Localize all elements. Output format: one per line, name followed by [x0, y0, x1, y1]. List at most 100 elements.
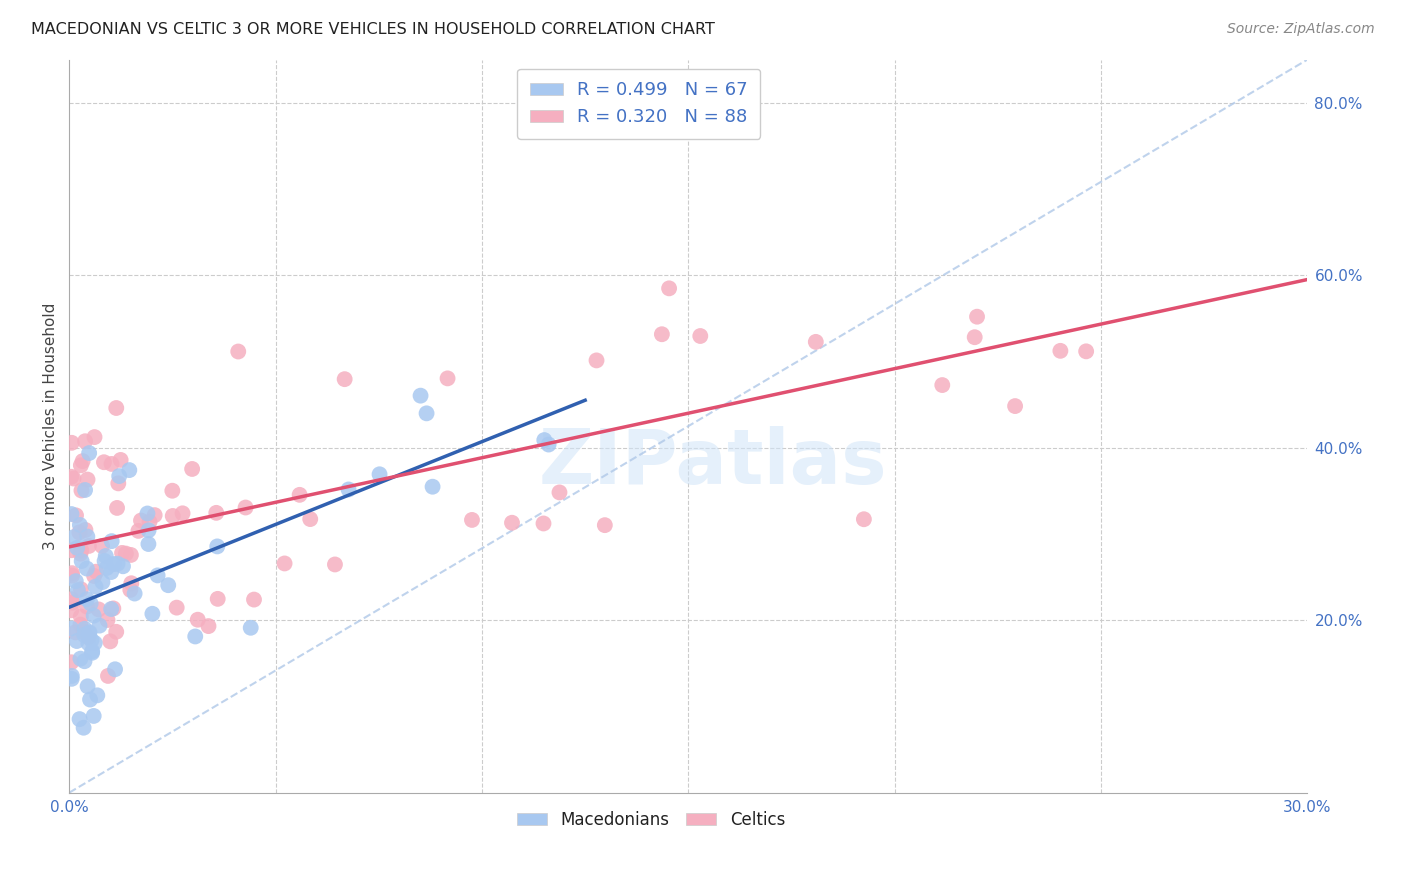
- Point: [143, 508, 166, 522]
- Point: [69, 651, 91, 665]
- Point: [537, 437, 560, 451]
- Point: [138, 515, 160, 529]
- Point: [103, 557, 125, 571]
- Point: [72, 721, 94, 735]
- Point: [73, 654, 96, 668]
- Point: [77, 446, 100, 460]
- Point: [83, 430, 105, 444]
- Point: [120, 548, 142, 562]
- Point: [689, 329, 711, 343]
- Point: [87, 602, 110, 616]
- Point: [75, 483, 97, 497]
- Point: [299, 512, 322, 526]
- Point: [533, 433, 555, 447]
- Point: [91, 575, 114, 590]
- Point: [84, 580, 107, 594]
- Point: [77, 539, 100, 553]
- Point: [83, 709, 105, 723]
- Point: [69, 609, 91, 624]
- Text: ZIPatlas: ZIPatlas: [538, 425, 887, 500]
- Point: [70, 458, 93, 473]
- Point: [235, 500, 257, 515]
- Point: [93, 554, 115, 568]
- Point: [273, 557, 295, 571]
- Point: [852, 512, 875, 526]
- Point: [79, 692, 101, 706]
- Point: [77, 630, 100, 644]
- Point: [593, 518, 616, 533]
- Point: [658, 281, 681, 295]
- Point: [100, 534, 122, 549]
- Point: [72, 454, 94, 468]
- Point: [105, 500, 128, 515]
- Legend: Macedonians, Celtics: Macedonians, Celtics: [510, 805, 792, 836]
- Point: [60, 568, 83, 582]
- Point: [1076, 344, 1098, 359]
- Point: [100, 565, 122, 579]
- Point: [60, 435, 83, 450]
- Point: [226, 344, 249, 359]
- Point: [207, 540, 229, 554]
- Point: [66, 541, 89, 555]
- Point: [69, 547, 91, 561]
- Point: [323, 558, 346, 572]
- Point: [205, 506, 228, 520]
- Point: [70, 554, 93, 568]
- Point: [966, 310, 988, 324]
- Point: [70, 582, 93, 597]
- Point: [80, 633, 103, 648]
- Point: [436, 371, 458, 385]
- Point: [931, 378, 953, 392]
- Point: [76, 530, 98, 544]
- Text: MACEDONIAN VS CELTIC 3 OR MORE VEHICLES IN HOUSEHOLD CORRELATION CHART: MACEDONIAN VS CELTIC 3 OR MORE VEHICLES …: [31, 22, 714, 37]
- Point: [76, 679, 98, 693]
- Point: [120, 576, 142, 591]
- Point: [96, 613, 118, 627]
- Point: [73, 622, 96, 636]
- Point: [77, 636, 100, 650]
- Point: [97, 669, 120, 683]
- Point: [422, 480, 444, 494]
- Point: [60, 603, 83, 617]
- Point: [69, 712, 91, 726]
- Point: [73, 628, 96, 642]
- Point: [60, 672, 83, 686]
- Point: [60, 543, 83, 558]
- Point: [65, 508, 87, 523]
- Point: [368, 467, 391, 482]
- Point: [105, 624, 128, 639]
- Point: [146, 568, 169, 582]
- Point: [105, 401, 128, 415]
- Point: [65, 625, 87, 640]
- Point: [104, 662, 127, 676]
- Point: [129, 514, 152, 528]
- Point: [333, 372, 356, 386]
- Point: [288, 488, 311, 502]
- Point: [107, 557, 129, 571]
- Point: [548, 485, 571, 500]
- Point: [409, 389, 432, 403]
- Point: [66, 634, 89, 648]
- Point: [83, 636, 105, 650]
- Point: [172, 506, 194, 520]
- Point: [69, 617, 91, 632]
- Point: [60, 655, 83, 669]
- Point: [86, 689, 108, 703]
- Point: [83, 569, 105, 583]
- Point: [70, 543, 93, 558]
- Point: [76, 561, 98, 575]
- Point: [69, 517, 91, 532]
- Point: [75, 523, 97, 537]
- Point: [963, 330, 986, 344]
- Point: [89, 618, 111, 632]
- Point: [76, 599, 98, 614]
- Point: [82, 644, 104, 658]
- Point: [138, 524, 160, 538]
- Point: [124, 586, 146, 600]
- Point: [73, 624, 96, 639]
- Point: [111, 559, 134, 574]
- Point: [138, 537, 160, 551]
- Point: [187, 613, 209, 627]
- Point: [651, 327, 673, 342]
- Point: [60, 469, 83, 483]
